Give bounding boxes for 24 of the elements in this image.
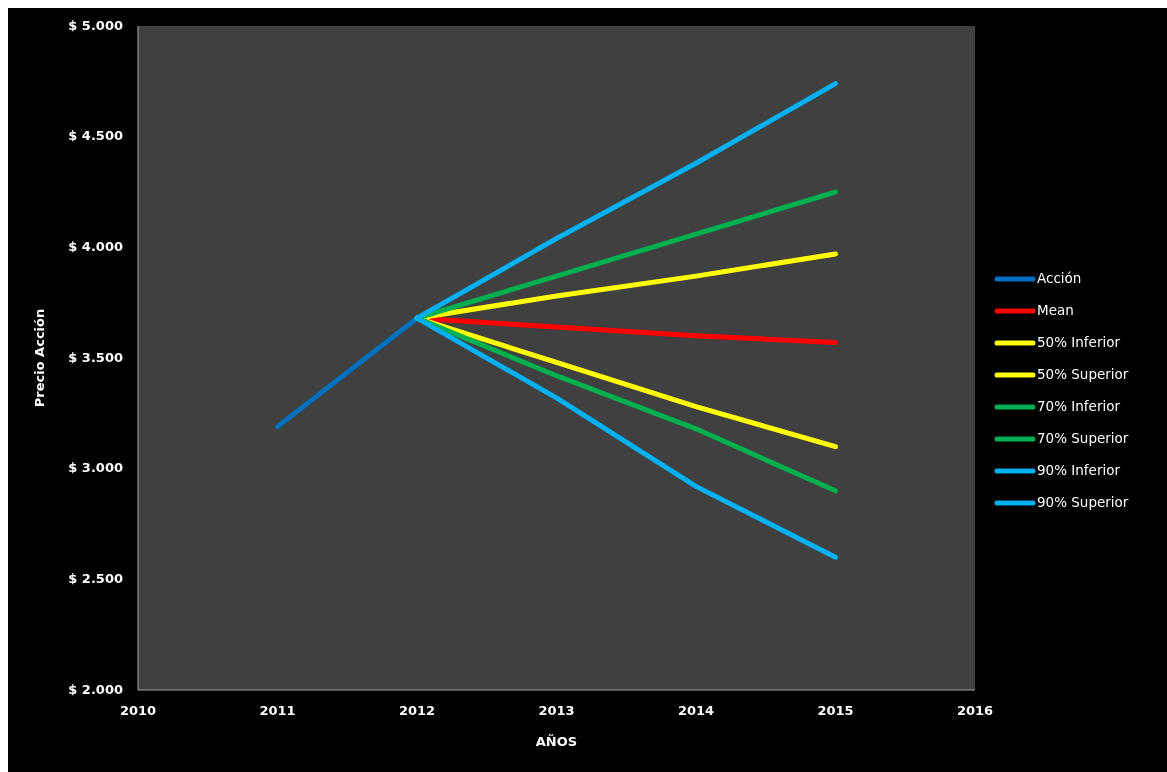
y-tick-label: $ 4.500 xyxy=(68,128,123,144)
x-tick-label: 2016 xyxy=(956,703,994,718)
y-tick-label: $ 2.500 xyxy=(68,570,123,586)
legend-label: 90% Superior xyxy=(1037,494,1129,510)
x-tick-label: 2011 xyxy=(259,703,296,718)
y-tick-label: $ 3.500 xyxy=(68,349,123,365)
x-tick-label: 2012 xyxy=(398,703,436,718)
legend-label: 50% Inferior xyxy=(1037,334,1121,350)
x-tick-label: 2014 xyxy=(677,703,715,718)
x-axis-title: AÑOS xyxy=(535,734,578,749)
y-tick-label: $ 3.000 xyxy=(68,460,123,476)
x-tick-label: 2013 xyxy=(538,703,575,718)
y-tick-label: $ 4.000 xyxy=(68,238,123,254)
y-axis-title: Precio Acción xyxy=(32,308,47,408)
y-tick-label: $ 5.000 xyxy=(68,17,123,33)
legend-label: 70% Superior xyxy=(1037,430,1129,446)
x-tick-label: 2015 xyxy=(817,703,854,718)
legend-label: 50% Superior xyxy=(1037,366,1129,382)
legend-label: Acción xyxy=(1037,270,1082,286)
legend-label: 90% Inferior xyxy=(1037,462,1121,478)
legend-label: 70% Inferior xyxy=(1037,398,1121,414)
y-tick-label: $ 2.000 xyxy=(68,681,123,697)
legend-label: Mean xyxy=(1037,302,1074,318)
x-tick-label: 2010 xyxy=(119,703,157,718)
